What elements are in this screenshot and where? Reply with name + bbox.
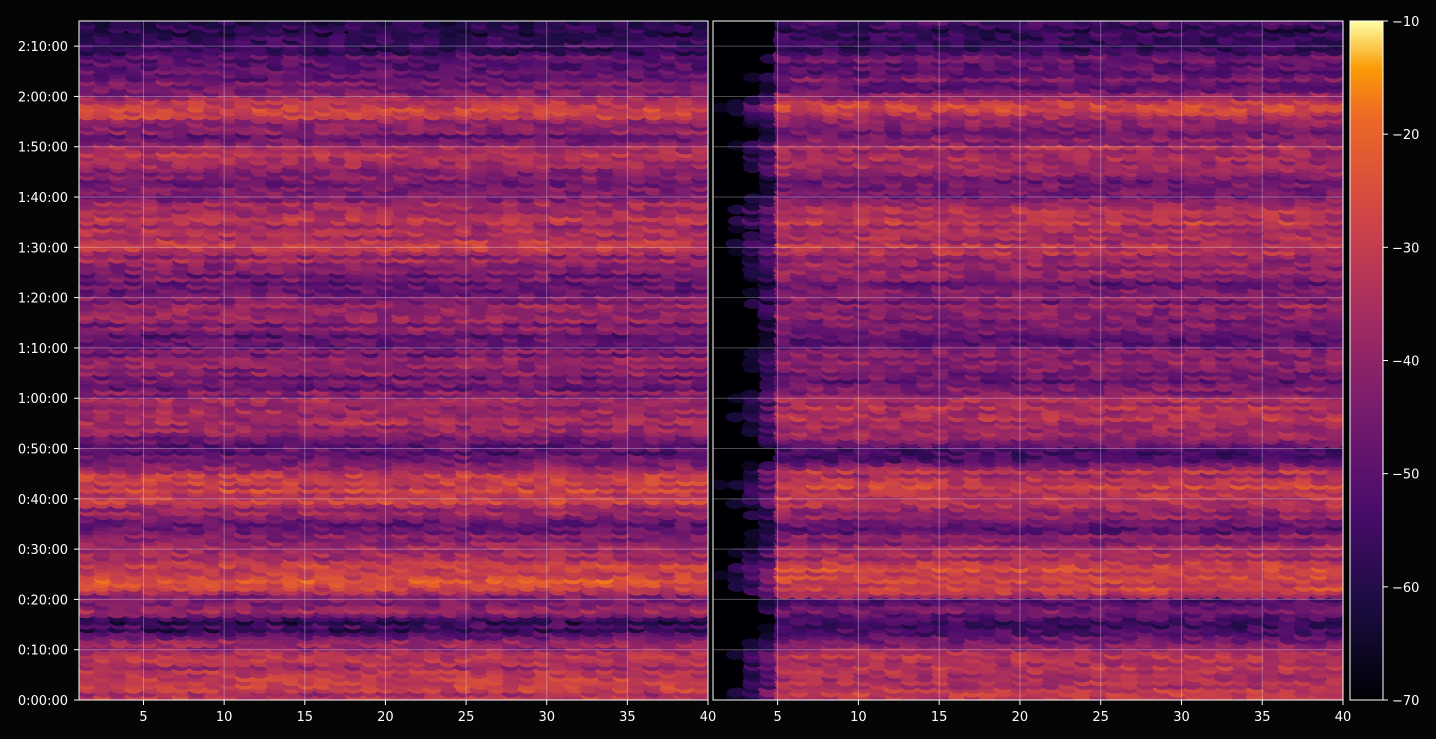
- heatmap-cell: [250, 619, 270, 630]
- heatmap-cell: [438, 619, 458, 630]
- heatmap-cell: [219, 619, 239, 630]
- heatmap-cell: [548, 619, 568, 630]
- heatmap-panel-left: 5 10 15 20 25 30 35 40: [78, 20, 716, 725]
